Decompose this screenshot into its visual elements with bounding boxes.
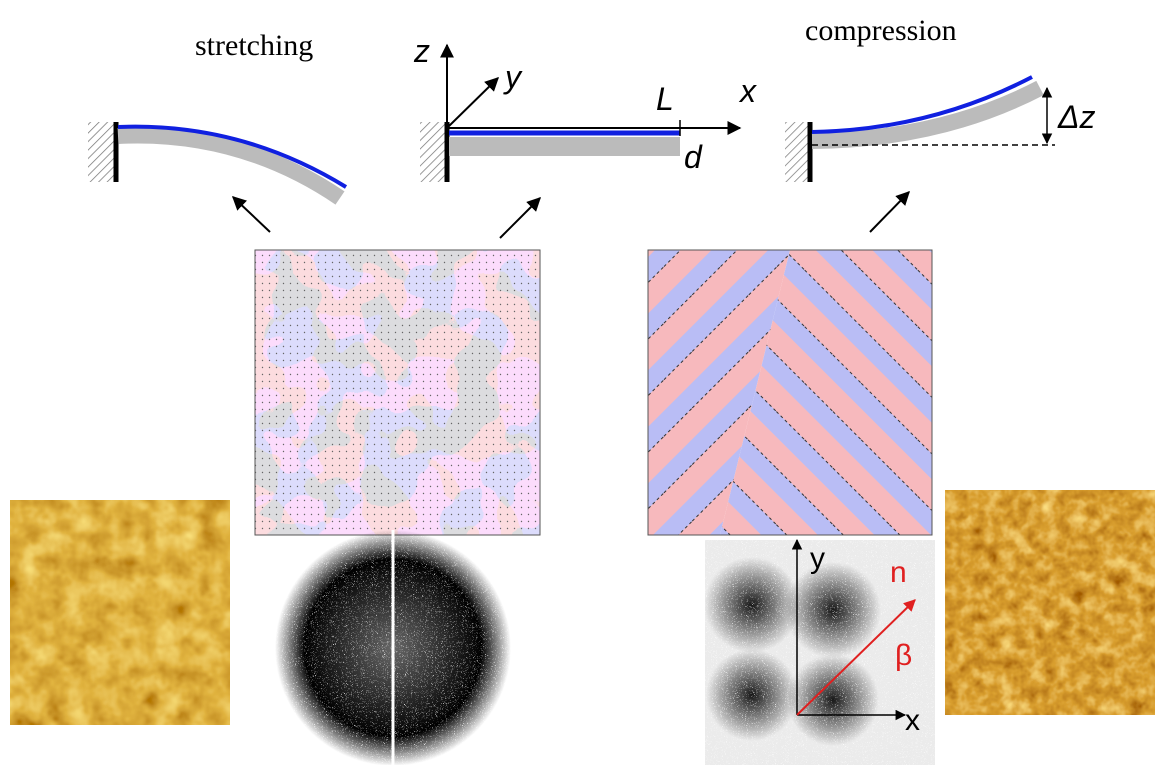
fft-x-label: x bbox=[905, 704, 920, 737]
afm-image bbox=[945, 490, 1155, 715]
y-label: y bbox=[503, 59, 523, 95]
labyrinth-pattern bbox=[255, 250, 540, 535]
thickness-label: d bbox=[684, 139, 703, 175]
wall bbox=[785, 122, 809, 182]
afm-image bbox=[10, 500, 230, 725]
figure: stretching z y x L d compression Δz y x … bbox=[0, 0, 1161, 765]
y-axis bbox=[447, 78, 498, 128]
compression-label: compression bbox=[805, 14, 957, 47]
page: stretching z y x L d compression Δz y x … bbox=[0, 0, 1161, 765]
length-label: L bbox=[656, 81, 674, 117]
direction-label: n bbox=[890, 556, 907, 589]
z-label: z bbox=[413, 33, 430, 69]
stretching-label: stretching bbox=[195, 29, 313, 62]
wall bbox=[420, 122, 446, 182]
deflection-label: Δz bbox=[1057, 99, 1095, 135]
arrow bbox=[233, 197, 270, 232]
arrow bbox=[500, 198, 540, 238]
fft-y-label: y bbox=[810, 542, 825, 575]
angle-label: β bbox=[895, 639, 912, 672]
stripe-pattern bbox=[648, 250, 932, 535]
x-label: x bbox=[738, 73, 757, 109]
fft-isotropic bbox=[270, 530, 520, 765]
wall bbox=[88, 122, 114, 182]
arrow bbox=[870, 192, 909, 232]
beam bbox=[449, 137, 680, 156]
beam bbox=[812, 88, 1040, 141]
